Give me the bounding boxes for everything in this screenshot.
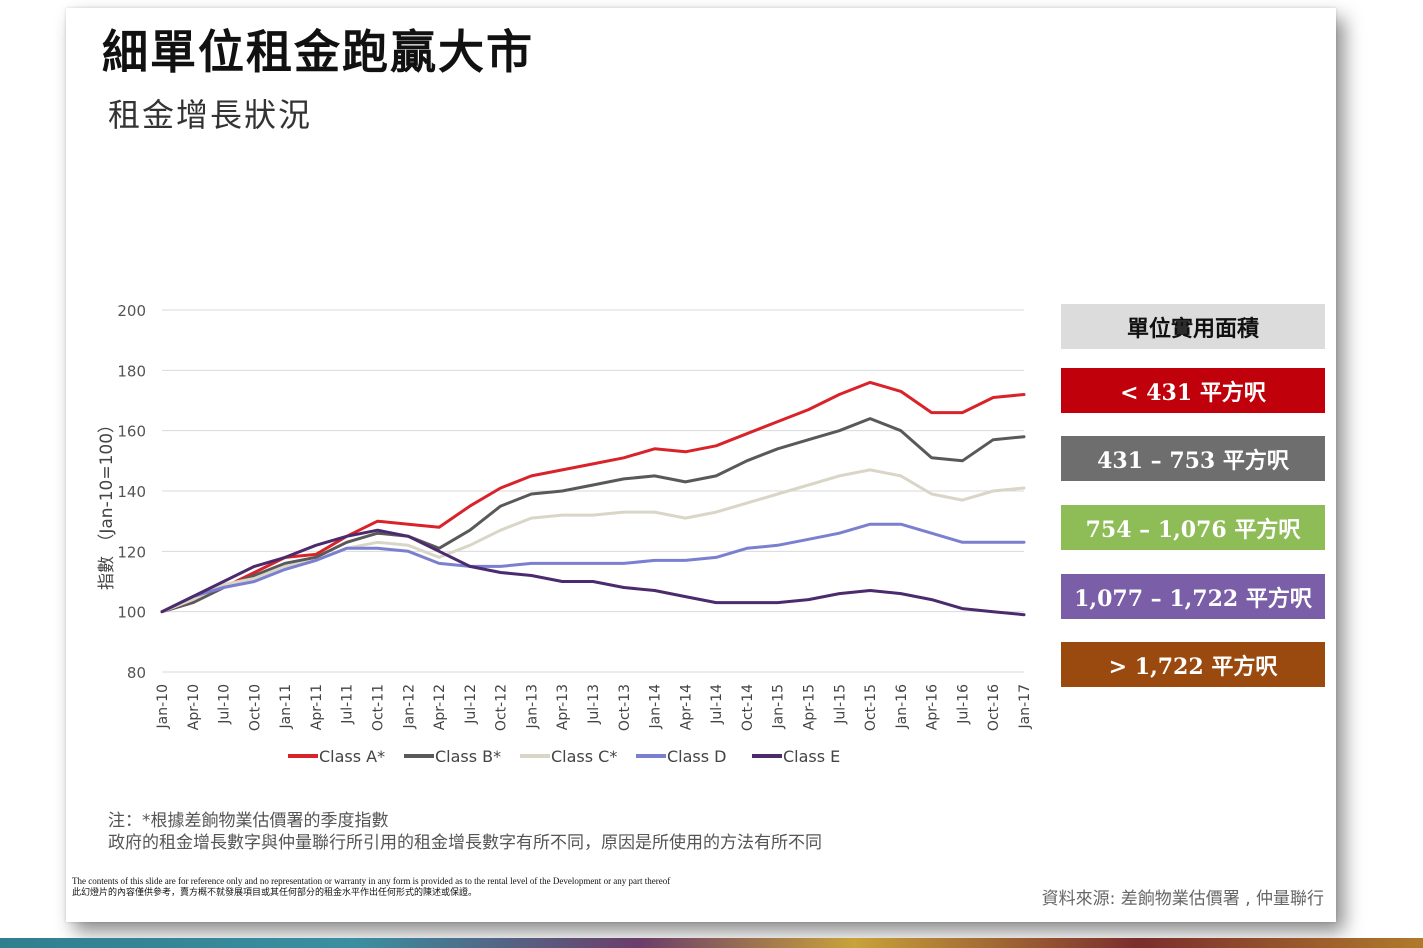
- size-legend-header: 單位實用面積: [1061, 304, 1325, 349]
- legend-label: Class B*: [435, 747, 501, 766]
- disclaimer: The contents of this slide are for refer…: [72, 876, 672, 898]
- x-tick-label: Jan-10: [155, 684, 171, 729]
- legend-label: Class E: [783, 747, 840, 766]
- y-tick-label: 80: [127, 664, 146, 682]
- x-tick-label: Jul-16: [955, 684, 971, 725]
- x-tick-label: Jan-15: [771, 684, 787, 729]
- x-tick-label: Jan-13: [524, 684, 540, 729]
- slide: 細單位租金跑贏大市 租金增長狀況 80 100 120 140 160 180 200 Ja…: [66, 8, 1336, 922]
- x-tick-label: Jul-15: [832, 684, 848, 725]
- y-tick-label: 180: [117, 362, 146, 380]
- y-tick-label: 200: [117, 302, 146, 320]
- series-line-class-e: [160, 528, 1026, 617]
- disclaimer-zh: 此幻燈片的內容僅供參考，賣方概不就發展項目或其任何部分的租金水平作出任何形式的陳…: [72, 887, 478, 897]
- x-tick-label: Apr-14: [678, 684, 694, 730]
- size-legend-item-5: > 1,722 平方呎: [1061, 642, 1325, 687]
- size-legend-item-4: 1,077 – 1,722 平方呎: [1061, 574, 1325, 619]
- x-tick-label: Jul-13: [586, 684, 602, 725]
- x-tick-label: Oct-11: [371, 684, 387, 731]
- series-line-class-a: [160, 380, 1026, 614]
- x-tick-label: Apr-10: [186, 684, 202, 730]
- legend-label: Class A*: [319, 747, 385, 766]
- rent-index-chart: 80 100 120 140 160 180 200 Jan-10 Apr-10 Jul-10 O…: [97, 302, 1033, 766]
- x-tick-label: Jan-17: [1017, 684, 1033, 729]
- x-tick-label: Apr-16: [925, 684, 941, 730]
- y-tick-label: 120: [117, 543, 146, 561]
- x-tick-label: Apr-11: [309, 684, 325, 730]
- x-tick-label: Jan-14: [648, 684, 664, 730]
- x-tick-label: Oct-15: [863, 684, 879, 731]
- source-note: 資料來源: 差餉物業估價署 , 仲量聯行: [1041, 889, 1324, 909]
- disclaimer-en: The contents of this slide are for refer…: [72, 876, 671, 886]
- legend-label: Class C*: [551, 747, 617, 766]
- x-tick-label: Oct-13: [617, 684, 633, 731]
- x-tick-label: Oct-10: [247, 684, 263, 731]
- size-legend-item-1: < 431 平方呎: [1061, 368, 1325, 413]
- series-line-class-b: [160, 417, 1026, 614]
- x-tick-label: Jul-10: [217, 684, 233, 725]
- footnote-1: 注：*根據差餉物業估價署的季度指數: [108, 811, 389, 831]
- y-tick-label: 140: [117, 483, 146, 501]
- x-tick-label: Jan-16: [894, 684, 910, 730]
- size-legend-item-2: 431 – 753 平方呎: [1061, 436, 1325, 481]
- x-tick-label: Jan-11: [278, 684, 294, 729]
- x-tick-label: Apr-13: [555, 684, 571, 730]
- x-tick-label: Oct-12: [494, 684, 510, 731]
- legend-label: Class D: [667, 747, 727, 766]
- page-subtitle: 租金增長狀況: [108, 96, 313, 134]
- bottom-color-bar: [0, 938, 1423, 948]
- size-legend-item-3: 754 – 1,076 平方呎: [1061, 505, 1325, 550]
- y-tick-label: 100: [117, 604, 146, 622]
- x-tick-label: Oct-14: [740, 684, 756, 731]
- x-tick-label: Jul-14: [709, 684, 725, 725]
- footnote-2: 政府的租金增長數字與仲量聯行所引用的租金增長數字有所不同，原因是所使用的方法有所…: [108, 833, 822, 853]
- x-tick-label: Apr-12: [432, 684, 448, 730]
- series-line-class-d: [160, 522, 1026, 614]
- page-title: 細單位租金跑贏大市: [102, 25, 534, 79]
- y-axis-label: 指數 （Jan-10=100）: [97, 416, 117, 590]
- y-tick-label: 160: [117, 423, 146, 441]
- x-tick-label: Jan-12: [401, 684, 417, 729]
- x-tick-label: Jul-12: [463, 684, 479, 725]
- x-tick-label: Oct-16: [986, 684, 1002, 731]
- x-tick-label: Apr-15: [802, 684, 818, 730]
- x-tick-label: Jul-11: [340, 684, 356, 725]
